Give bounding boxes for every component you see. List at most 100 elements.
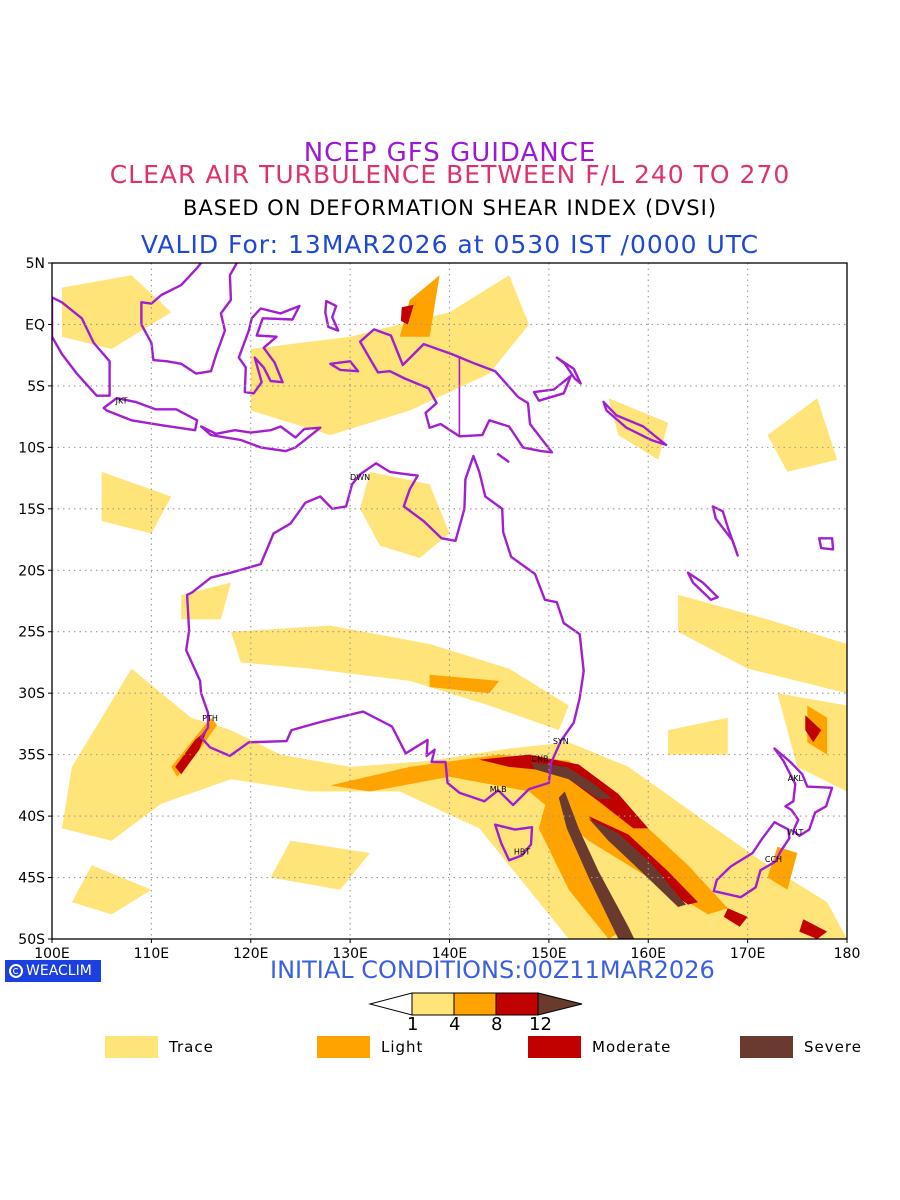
colorbar-segment <box>453 992 497 1016</box>
title-line-3: BASED ON DEFORMATION SHEAR INDEX (DVSI) <box>182 196 718 220</box>
light-area <box>767 846 798 890</box>
lat-label: 25S <box>18 625 45 641</box>
colorbar <box>368 992 583 1016</box>
coastline <box>102 397 199 432</box>
moderate-area <box>400 304 414 325</box>
title-line-1: NCEP GFS GUIDANCE <box>303 138 597 168</box>
legend-label-severe: Severe <box>804 1038 862 1056</box>
station-wlt: WLT <box>787 828 803 837</box>
station-jkt: JKT <box>115 397 128 406</box>
initial-conditions: INITIAL CONDITIONS:00Z11MAR2026 <box>270 956 715 984</box>
trace-area <box>678 594 847 694</box>
station-pth: PTH <box>202 714 218 723</box>
station-syn: SYN <box>553 737 569 746</box>
coastline <box>555 356 582 385</box>
trace-area <box>360 471 450 558</box>
trace-area <box>668 717 728 755</box>
coastlines <box>52 263 835 899</box>
lat-label: 35S <box>18 748 45 764</box>
lat-label: 5N <box>26 256 45 272</box>
legend-swatch-light <box>317 1036 370 1058</box>
coastline <box>237 304 301 395</box>
coastline <box>602 400 668 447</box>
legend-severe: Severe <box>740 1036 862 1058</box>
trace-area <box>71 865 152 915</box>
coastline <box>185 454 585 807</box>
colorbar-segment <box>411 992 455 1016</box>
lon-label: 160E <box>630 946 666 962</box>
legend-label-light: Light <box>381 1038 424 1056</box>
title-line-2: CLEAR AIR TURBULENCE BETWEEN F/L 240 TO … <box>109 160 791 189</box>
lon-label: 120E <box>233 946 269 962</box>
weaclim-brand: WEACLIM <box>5 960 101 982</box>
coastline <box>532 374 572 402</box>
light-area <box>399 275 440 337</box>
graticule <box>52 263 847 939</box>
station-cnb: CNB <box>531 754 548 763</box>
brand-label: WEACLIM <box>26 963 92 979</box>
lat-label: EQ <box>25 317 45 333</box>
station-akl: AKL <box>788 774 804 783</box>
moderate-area <box>799 919 828 939</box>
station-dwn: DWN <box>350 473 370 482</box>
coastline <box>773 747 834 837</box>
lon-label: 130E <box>332 946 368 962</box>
legend-moderate: Moderate <box>528 1036 671 1058</box>
coastline <box>358 328 554 454</box>
colorbar-tick-4: 4 <box>449 1014 461 1035</box>
station-labels: JKT DWN PTH SYN CNB MLB HBT AKL WLT CCH <box>115 397 804 864</box>
lat-label: 5S <box>27 379 45 395</box>
coastline <box>496 452 510 464</box>
trace-area <box>250 275 530 436</box>
legend-label-trace: Trace <box>169 1038 214 1056</box>
colorbar-high-arrow <box>537 992 583 1016</box>
lon-label: 170E <box>730 946 766 962</box>
colorbar-low-arrow <box>368 992 413 1016</box>
legend-light: Light <box>317 1036 423 1058</box>
valid-time-line: VALID For: 13MAR2026 at 0530 IST /0000 U… <box>140 230 760 259</box>
severe-area <box>558 791 635 939</box>
trace-area <box>608 398 669 460</box>
coastline <box>818 537 835 551</box>
coastline <box>140 263 238 375</box>
legend-swatch-moderate <box>528 1036 581 1058</box>
trace-area <box>101 471 172 534</box>
legend-swatch-severe <box>740 1036 793 1058</box>
moderate-area <box>723 908 748 927</box>
lat-label: 40S <box>18 809 45 825</box>
light-area <box>429 674 500 694</box>
lat-label: 10S <box>18 440 45 456</box>
lat-label: 20S <box>18 563 45 579</box>
coastline <box>52 296 111 397</box>
moderate-area <box>805 715 822 743</box>
lon-label: 150E <box>531 946 567 962</box>
coastline <box>199 425 322 453</box>
colorbar-segment <box>495 992 539 1016</box>
legend-label-moderate: Moderate <box>592 1038 672 1056</box>
severe-area <box>588 818 686 907</box>
moderate-area <box>175 730 207 775</box>
trace-area <box>61 275 172 349</box>
lat-label: 15S <box>18 502 45 518</box>
severe-area <box>531 762 613 799</box>
copyright-icon <box>9 964 23 978</box>
trace-area <box>181 582 231 620</box>
coastline <box>494 823 534 862</box>
colorbar-tick-1: 1 <box>407 1014 419 1035</box>
lon-label: 140E <box>432 946 468 962</box>
legend-trace: Trace <box>105 1036 214 1058</box>
coastline <box>324 299 340 332</box>
coastline <box>711 505 739 557</box>
lat-label: 45S <box>18 871 45 887</box>
trace-area <box>270 840 370 890</box>
colorbar-tick-12: 12 <box>529 1014 552 1035</box>
station-cch: CCH <box>765 855 782 864</box>
trace-area <box>61 668 847 939</box>
lon-label: 180 <box>834 946 861 962</box>
legend-swatch-trace <box>105 1036 158 1058</box>
coastline <box>686 571 719 601</box>
lat-label: 30S <box>18 686 45 702</box>
trace-area <box>230 625 569 731</box>
lat-label: 50S <box>18 932 45 948</box>
